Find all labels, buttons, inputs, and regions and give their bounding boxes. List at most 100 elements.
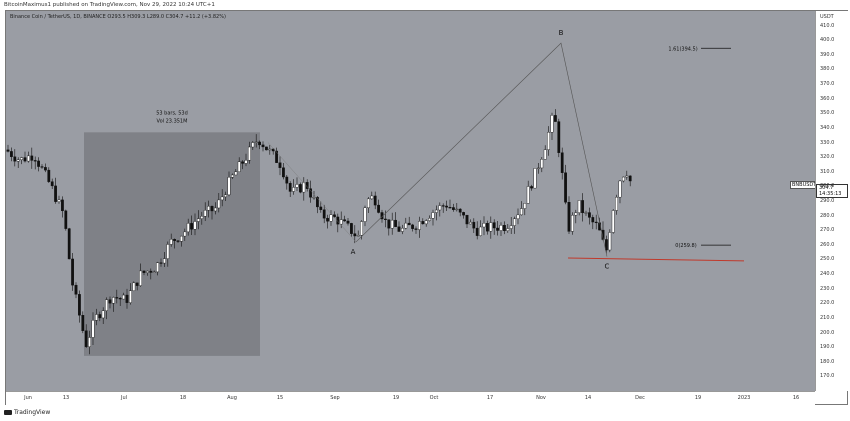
- candle-up: [203, 210, 207, 217]
- candle-down: [149, 270, 153, 273]
- x-tick-label: Jul: [120, 395, 128, 401]
- candle-up: [196, 218, 200, 222]
- x-tick-label: Dec: [635, 395, 645, 401]
- candle-down: [115, 297, 119, 299]
- candle-up: [520, 208, 523, 216]
- x-tick-label: Jun: [24, 395, 32, 401]
- candle-down: [275, 150, 278, 163]
- candle-up: [156, 262, 159, 273]
- candle-up: [615, 196, 619, 211]
- x-tick-label: 13: [62, 395, 70, 401]
- candle-down: [373, 195, 377, 206]
- candle-up: [16, 159, 20, 162]
- candle-up: [105, 299, 109, 311]
- candle-up: [509, 225, 513, 229]
- candle-down: [50, 181, 54, 187]
- candle-down: [98, 314, 102, 319]
- candle-up: [540, 159, 544, 169]
- wave-connector-line: [267, 142, 357, 243]
- candle-down: [458, 208, 462, 213]
- candle-down: [554, 115, 557, 122]
- candle-down: [265, 146, 268, 151]
- candle-up: [166, 244, 170, 259]
- symbol-name: Binance Coin / TetherUS, 1D, BINANCE: [10, 14, 106, 20]
- candle-down: [37, 160, 40, 167]
- candle-down: [288, 183, 292, 192]
- candle-up: [183, 231, 187, 237]
- candle-down: [387, 219, 391, 229]
- wave-label-b: B: [559, 29, 564, 37]
- candle-up: [237, 161, 241, 172]
- candle-up: [234, 171, 238, 176]
- candle-down: [472, 221, 476, 229]
- time-axis[interactable]: Jun 13 Jul 18 Aug 15 Sep 19 Oct 17 Nov 14 Dec 19 2023 1…: [6, 391, 815, 405]
- candle-down: [190, 223, 193, 230]
- chart-svg: A B C 53 bars, 53d Vol 23.351M 1.61(394.5) 0(2…: [6, 29, 745, 356]
- x-tick-label: Sep: [330, 395, 340, 401]
- candle-up: [213, 207, 217, 212]
- candle-up: [526, 186, 530, 204]
- candle-down: [74, 284, 78, 295]
- candle-down: [557, 121, 561, 153]
- candle-down: [118, 298, 122, 300]
- candle-up: [455, 208, 459, 211]
- current-price-label: 304.7 14:35:13: [816, 184, 848, 198]
- candle-down: [441, 205, 445, 207]
- range-stats-bars: 53 bars, 53d: [156, 110, 188, 116]
- candle-up: [230, 174, 234, 178]
- wave-label-a: A: [351, 248, 356, 256]
- candle-down: [40, 166, 44, 168]
- candle-down: [135, 282, 139, 286]
- y-tick-label: 310.0: [820, 168, 835, 175]
- candle-up: [537, 167, 540, 169]
- candle-up: [254, 141, 258, 143]
- candle-down: [173, 239, 176, 241]
- price-axis[interactable]: USDT 304.7 14:35:13 410.0 400.0 390.0 380.0…: [815, 11, 848, 391]
- candle-down: [496, 227, 499, 231]
- fib-161-label: 1.61(394.5): [668, 46, 697, 52]
- candle-down: [44, 167, 47, 171]
- fib-0-label: 0(259.8): [675, 243, 696, 249]
- plot-area[interactable]: A B C 53 bars, 53d Vol 23.351M 1.61(394.5) 0(2…: [6, 11, 815, 391]
- candle-up: [268, 148, 272, 151]
- candle-down: [397, 226, 401, 232]
- candle-down: [346, 220, 350, 224]
- candle-up: [363, 207, 367, 222]
- candle-up: [244, 160, 248, 164]
- candle-down: [282, 167, 285, 178]
- candle-down: [278, 162, 282, 168]
- candle-down: [350, 223, 353, 234]
- candle-down: [462, 212, 465, 216]
- support-line: [567, 257, 745, 262]
- y-tick-label: 190.0: [820, 344, 835, 351]
- candle-down: [445, 205, 448, 208]
- candle-up: [20, 157, 23, 161]
- candle-up: [302, 182, 306, 193]
- candle-down: [84, 330, 88, 347]
- candle-up: [186, 223, 190, 233]
- candle-down: [61, 199, 64, 212]
- candle-up: [424, 220, 428, 225]
- candle-down: [30, 155, 34, 161]
- candle-up: [367, 198, 370, 209]
- candle-down: [176, 240, 180, 242]
- y-tick-label: 280.0: [820, 212, 835, 219]
- candle-down: [13, 156, 17, 162]
- candle-up: [404, 222, 408, 229]
- candle-up: [179, 235, 183, 242]
- candle-down: [241, 161, 244, 164]
- tradingview-logo[interactable]: TradingView: [4, 409, 50, 416]
- y-tick-label: 390.0: [820, 51, 835, 58]
- candle-up: [584, 212, 588, 214]
- candle-down: [591, 217, 595, 223]
- candle-up: [251, 142, 255, 148]
- candle-down: [333, 214, 336, 218]
- candle-up: [360, 221, 363, 236]
- candle-up: [431, 212, 435, 219]
- candle-down: [67, 228, 71, 260]
- candle-down: [628, 175, 632, 182]
- candle-up: [482, 223, 486, 228]
- candle-up: [516, 214, 520, 219]
- candle-up: [513, 218, 516, 226]
- candle-down: [530, 186, 534, 189]
